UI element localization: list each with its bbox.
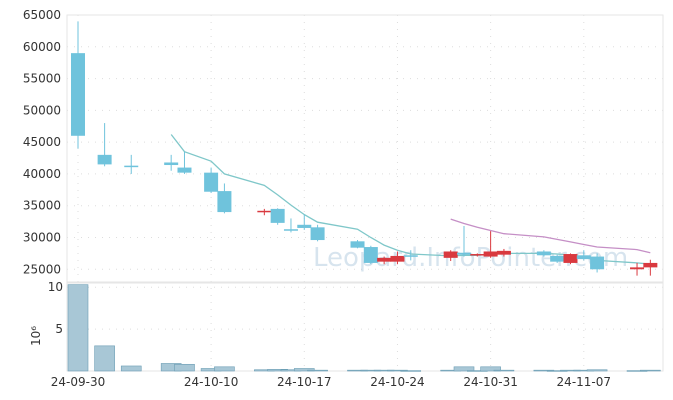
- candle-body: [270, 208, 285, 223]
- date-tick-label: 24-10-17: [277, 375, 331, 389]
- date-tick-label: 24-10-24: [370, 375, 424, 389]
- candle-body: [590, 256, 605, 270]
- volume-layer: [67, 284, 661, 372]
- price-tick-label: 40000: [23, 167, 61, 181]
- candle-body: [496, 250, 511, 255]
- ma-long-line: [450, 218, 651, 254]
- candle-body: [643, 262, 658, 268]
- price-tick-label: 35000: [23, 199, 61, 213]
- volume-bar: [453, 366, 475, 372]
- price-tick-label: 65000: [23, 8, 61, 22]
- price-tick-label: 50000: [23, 103, 61, 117]
- volume-bar: [214, 366, 235, 372]
- candle-body: [297, 224, 312, 228]
- candle-body: [630, 267, 645, 270]
- volume-bar: [94, 345, 115, 372]
- price-tick-label: 25000: [23, 262, 61, 276]
- volume-bar: [640, 369, 661, 372]
- candle-body: [390, 255, 405, 262]
- volume-bar: [400, 370, 422, 372]
- volume-bar: [493, 369, 515, 372]
- candle-body: [204, 172, 219, 192]
- candle-body: [403, 255, 418, 257]
- candle-body: [363, 247, 378, 263]
- date-tick-label: 24-10-10: [184, 375, 238, 389]
- price-panel-frame: [66, 14, 664, 283]
- volume-bar: [480, 366, 501, 372]
- volume-bar: [307, 369, 328, 372]
- price-tick-label: 45000: [23, 135, 61, 149]
- candle-body: [536, 251, 551, 256]
- candle-body: [457, 252, 471, 255]
- candle-body: [563, 254, 578, 263]
- candle-body: [377, 257, 392, 262]
- candle-body: [124, 165, 139, 168]
- volume-bar: [586, 369, 608, 372]
- volume-tick-label: 5: [55, 322, 63, 336]
- candle-layer: [71, 21, 658, 276]
- candle-body: [443, 251, 458, 258]
- candle-body: [71, 53, 85, 136]
- date-tick-label: 24-09-30: [51, 375, 105, 389]
- price-tick-label: 55000: [23, 72, 61, 86]
- candle-body: [483, 251, 498, 257]
- candle-body: [283, 229, 298, 231]
- candle-body: [470, 254, 485, 256]
- volume-bar: [174, 363, 195, 372]
- candle-body: [97, 154, 112, 165]
- date-tick-label: 24-10-31: [463, 375, 517, 389]
- price-tick-label: 60000: [23, 40, 61, 54]
- candle-body: [177, 167, 192, 173]
- volume-unit-label: 10⁶: [29, 326, 43, 346]
- candle-body: [576, 255, 591, 260]
- grid-layer: [67, 14, 663, 371]
- candle-body: [550, 255, 565, 262]
- candle-body: [310, 227, 325, 241]
- price-tick-label: 30000: [23, 231, 61, 245]
- candle-body: [164, 162, 179, 166]
- date-tick-label: 24-11-07: [557, 375, 611, 389]
- candle-body: [257, 210, 272, 213]
- candle-body: [350, 241, 365, 248]
- volume-bar: [67, 284, 89, 372]
- candle-body: [217, 191, 232, 213]
- volume-panel-frame: [66, 282, 664, 372]
- volume-bar: [120, 365, 142, 372]
- volume-bar: [293, 368, 315, 372]
- volume-tick-label: 10: [48, 280, 63, 294]
- axis-layer: 25000 30000 35000 40000 45000 50000 55000 60000…: [23, 8, 611, 389]
